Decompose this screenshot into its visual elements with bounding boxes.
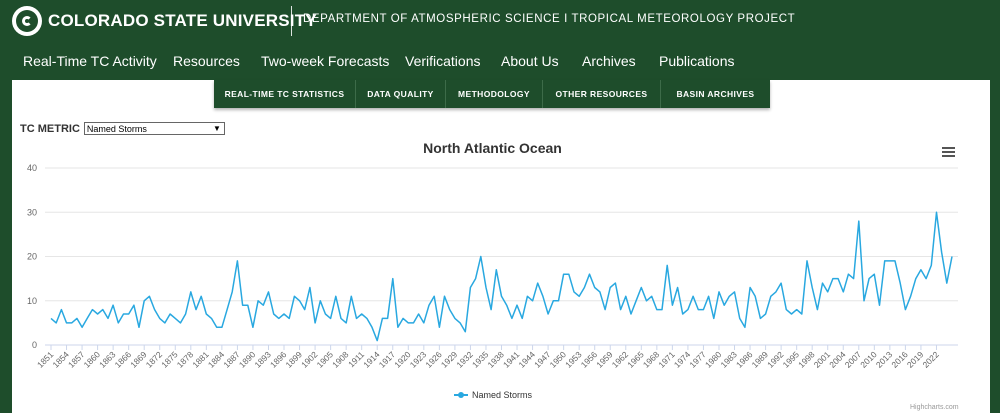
y-tick-label: 0 — [32, 340, 37, 350]
content-area — [12, 80, 990, 413]
legend-marker-icon — [454, 391, 468, 399]
nav-archives[interactable]: Archives — [582, 53, 636, 69]
y-tick-label: 30 — [27, 207, 37, 217]
nav-verifications[interactable]: Verifications — [405, 53, 481, 69]
university-logo[interactable]: COLORADO STATE UNIVERSITY — [12, 5, 317, 37]
department-name[interactable]: DEPARTMENT OF ATMOSPHERIC SCIENCE I TROP… — [303, 13, 796, 25]
chart-legend[interactable]: Named Storms — [454, 390, 532, 400]
subnav-basin-archives[interactable]: BASIN ARCHIVES — [676, 89, 755, 99]
nav-about-us[interactable]: About Us — [501, 53, 559, 69]
y-tick-label: 10 — [27, 296, 37, 306]
line-chart: 0102030401851185418571860186318661869187… — [27, 163, 958, 370]
top-header: COLORADO STATE UNIVERSITY DEPARTMENT OF … — [0, 0, 1000, 42]
ram-logo-icon — [12, 6, 42, 36]
header-divider — [291, 6, 292, 36]
y-tick-label: 40 — [27, 163, 37, 173]
nav-real-time-tc-activity[interactable]: Real-Time TC Activity — [23, 53, 157, 69]
sub-nav: REAL-TIME TC STATISTICS DATA QUALITY MET… — [214, 80, 770, 108]
legend-label: Named Storms — [472, 390, 533, 400]
subnav-other-resources[interactable]: OTHER RESOURCES — [543, 80, 661, 108]
subnav-real-time-tc-statistics[interactable]: REAL-TIME TC STATISTICS — [214, 80, 356, 108]
metric-select[interactable]: Named Storms ▼ — [83, 122, 225, 135]
subnav-data-quality[interactable]: DATA QUALITY — [356, 80, 446, 108]
chart-title: North Atlantic Ocean — [423, 140, 562, 156]
x-tick-label: 2022 — [920, 349, 941, 370]
subnav-methodology[interactable]: METHODOLOGY — [446, 80, 543, 108]
x-tick-label: 1911 — [346, 349, 366, 369]
metric-label: TC METRIC — [20, 122, 80, 135]
nav-two-week-forecasts[interactable]: Two-week Forecasts — [261, 53, 390, 69]
metric-selected-value: Named Storms — [86, 123, 147, 134]
chevron-down-icon: ▼ — [212, 124, 221, 133]
main-nav: Real-Time TC Activity Resources Two-week… — [0, 42, 1000, 80]
y-tick-label: 20 — [27, 252, 37, 262]
metric-selector: TC METRIC Named Storms ▼ — [20, 122, 225, 135]
hamburger-menu-icon[interactable] — [942, 147, 955, 158]
series-line-named-storms — [50, 211, 953, 342]
highcharts-credit[interactable]: Highcharts.com — [910, 404, 959, 411]
nav-publications[interactable]: Publications — [659, 53, 735, 69]
university-name: COLORADO STATE UNIVERSITY — [48, 11, 317, 30]
nav-resources[interactable]: Resources — [173, 53, 240, 69]
